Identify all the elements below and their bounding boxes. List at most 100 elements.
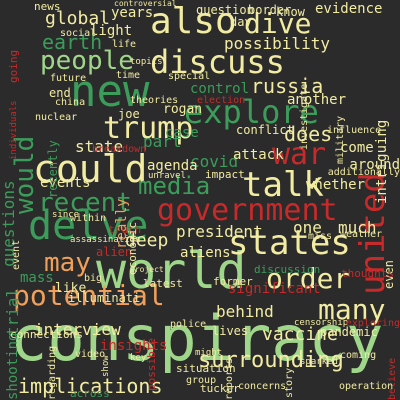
cloud-word-explore: explore xyxy=(184,93,319,131)
cloud-word-future: future xyxy=(50,73,87,84)
cloud-word-military: military xyxy=(335,116,346,165)
cloud-word-social: social xyxy=(60,28,97,39)
cloud-word-going: going xyxy=(7,50,20,84)
cloud-word-individuals: individuals xyxy=(9,100,19,160)
cloud-word-lives: lives xyxy=(212,324,249,338)
cloud-word-show: show xyxy=(101,355,111,377)
cloud-word-video: video xyxy=(75,349,106,360)
cloud-word-evidence: evidence xyxy=(315,1,383,17)
cloud-word-events: events xyxy=(40,175,91,191)
cloud-word-theories: theories xyxy=(130,95,179,106)
cloud-word-illuminati: illuminati xyxy=(68,291,141,305)
cloud-word-control: control xyxy=(190,81,250,97)
cloud-word-talk: talk xyxy=(242,165,324,205)
cloud-word-behind: behind xyxy=(216,302,274,321)
cloud-word-additionally: additionally xyxy=(327,167,400,178)
cloud-word-censorship: censorship xyxy=(294,318,349,328)
cloud-word-insights: insights xyxy=(100,338,168,354)
cloud-word-regarding: regarding xyxy=(47,345,58,400)
cloud-word-global: global xyxy=(45,8,111,29)
cloud-word-question: question xyxy=(196,3,254,17)
cloud-word-breakdown: breakdown xyxy=(92,144,147,155)
cloud-word-border: border xyxy=(248,3,292,17)
cloud-word-mass: mass xyxy=(20,270,54,286)
cloud-word-agenda: agenda xyxy=(147,158,198,174)
cloud-word-world: world xyxy=(96,242,247,300)
cloud-word-another: another xyxy=(287,92,347,108)
cloud-word-situation: situation xyxy=(176,362,236,375)
cloud-word-interview: interview xyxy=(34,320,121,339)
cloud-word-possible: possible xyxy=(145,338,158,391)
cloud-word-potential: potential xyxy=(13,279,165,312)
cloud-word-state: state xyxy=(75,137,124,156)
cloud-word-key: key xyxy=(130,353,147,363)
cloud-word-special: special xyxy=(168,71,211,82)
cloud-word-whether: whether xyxy=(306,177,366,193)
cloud-word-recent: recent xyxy=(38,188,132,218)
cloud-word-like: like xyxy=(55,281,87,296)
cloud-word-coming: coming xyxy=(340,350,377,361)
cloud-word-may: may xyxy=(44,248,91,278)
cloud-word-time: time xyxy=(116,70,141,81)
cloud-word-might: might xyxy=(195,348,223,358)
cloud-word-influence: influence xyxy=(327,125,382,136)
cloud-word-topics: topics xyxy=(130,57,163,67)
cloud-word-pandemic: pandemic xyxy=(320,325,378,339)
cloud-word-rogan: rogan xyxy=(163,102,203,117)
cloud-word-assassination: assassination xyxy=(70,235,141,245)
cloud-word-conspiracy: conspiracy xyxy=(10,302,384,375)
cloud-word-discuss: discuss xyxy=(150,43,285,81)
cloud-word-across: across xyxy=(70,387,110,400)
cloud-word-big: big xyxy=(84,273,103,284)
cloud-word-election: election xyxy=(197,95,246,106)
cloud-word-does: does xyxy=(284,122,333,146)
cloud-word-event: event xyxy=(11,240,22,271)
cloud-word-within: within xyxy=(70,213,107,224)
cloud-word-exploring: exploring xyxy=(345,318,400,329)
cloud-word-deep: deep xyxy=(125,230,169,251)
cloud-word-earth: earth xyxy=(42,30,103,54)
cloud-word-news: news xyxy=(34,0,61,13)
cloud-word-controversial: controversial xyxy=(114,0,177,8)
cloud-word-come: come xyxy=(340,140,374,156)
cloud-word-tucker: tucker xyxy=(200,382,240,395)
cloud-word-project: project xyxy=(130,265,164,274)
cloud-word-china: china xyxy=(55,97,86,108)
cloud-word-years: years xyxy=(111,5,154,21)
cloud-word-shooting: shooting xyxy=(5,332,21,400)
cloud-word-latest: latest xyxy=(143,277,183,290)
cloud-word-possibility: possibility xyxy=(224,34,330,53)
cloud-word-sparked: sparked xyxy=(300,357,338,367)
cloud-word-surrounding: surrounding xyxy=(198,348,344,373)
cloud-word-part: part xyxy=(143,132,182,151)
cloud-word-police: police xyxy=(170,319,207,330)
cloud-word-attack: attack xyxy=(233,147,284,163)
cloud-word-group: group xyxy=(186,375,217,386)
cloud-word-new: new xyxy=(70,66,150,117)
cloud-word-aliens: aliens xyxy=(180,245,231,261)
cloud-word-recently: recently xyxy=(46,140,60,198)
cloud-word-former: former xyxy=(213,275,253,288)
cloud-word-could: could xyxy=(33,147,148,191)
cloud-word-believe: believe xyxy=(387,357,398,400)
cloud-word-russia: russia xyxy=(251,74,324,98)
cloud-word-media: media xyxy=(138,172,211,200)
cloud-word-story: story xyxy=(284,368,295,399)
cloud-word-delve: delve xyxy=(28,203,149,249)
cloud-word-miss: miss xyxy=(308,231,333,242)
cloud-word-truth: truth xyxy=(108,223,142,236)
cloud-word-day: day xyxy=(230,15,252,29)
cloud-word-impact: impact xyxy=(205,168,245,181)
cloud-word-government: government xyxy=(157,193,338,228)
cloud-word-joe: joe xyxy=(118,107,140,121)
cloud-word-nuclear: nuclear xyxy=(35,112,78,123)
cloud-word-connections: connections xyxy=(10,328,83,341)
cloud-word-operation: operation xyxy=(339,381,394,392)
cloud-word-alien: alien xyxy=(96,245,133,259)
cloud-word-unravel: unravel xyxy=(148,171,186,181)
cloud-word-war: war xyxy=(272,137,327,172)
cloud-word-know: know xyxy=(276,5,305,19)
cloud-word-conflict: conflict xyxy=(236,123,294,137)
cloud-word-life: life xyxy=(112,39,137,50)
